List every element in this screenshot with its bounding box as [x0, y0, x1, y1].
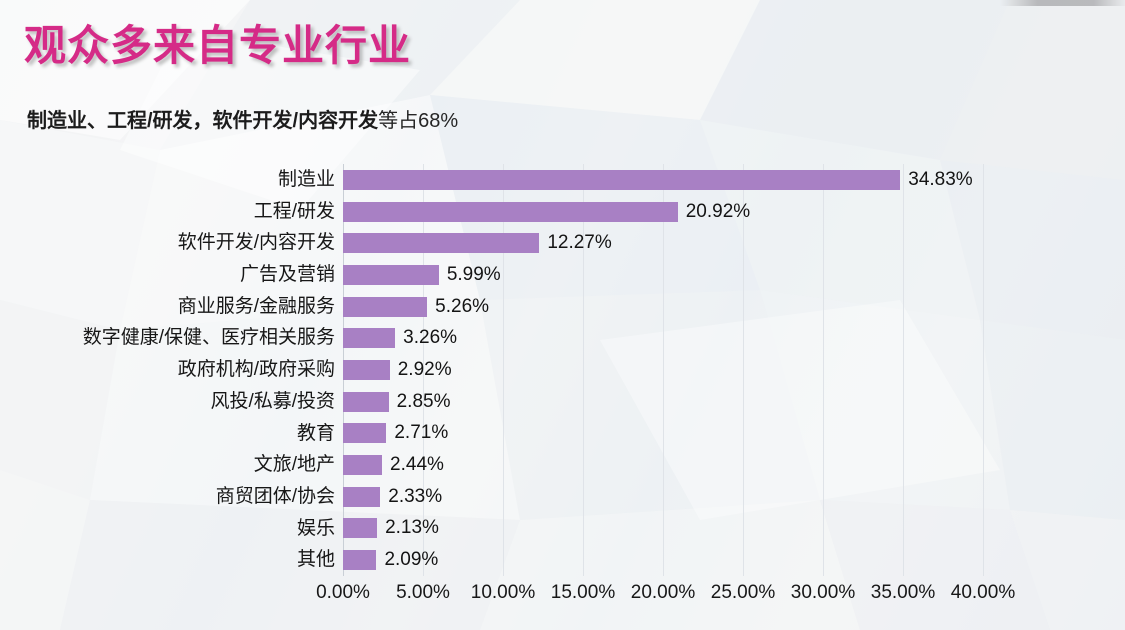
chart-bar-row: 数字健康/保健、医疗相关服务 3.26% [83, 322, 1125, 354]
chart-gridline [423, 164, 424, 576]
chart-bar [343, 550, 377, 571]
chart-x-tick-label: 0.00% [316, 582, 370, 603]
chart-category-label: 文旅/地产 [253, 454, 335, 476]
chart-bar-row: 文旅/地产 2.44% [254, 449, 1125, 481]
chart-category-label: 政府机构/政府采购 [177, 359, 335, 381]
chart-bar-row: 工程/研发 20.92% [254, 196, 1125, 228]
chart-x-tick-label: 35.00% [870, 582, 936, 603]
chart-x-tick-label: 15.00% [550, 582, 616, 603]
chart-bar-row: 娱乐 2.13% [297, 513, 1125, 545]
chart-gridline [903, 164, 904, 576]
chart-category-label: 风投/私募/投资 [210, 390, 335, 412]
chart-bar-row: 软件开发/内容开发 12.27% [178, 227, 1125, 259]
chart-bar [343, 391, 389, 412]
chart-category-label: 软件开发/内容开发 [177, 232, 335, 254]
subtitle: 制造业、工程/研发，软件开发/内容开发等占68% [27, 104, 458, 133]
chart-category-label: 商业服务/金融服务 [177, 295, 335, 317]
chart-plot-area: 制造业 34.83% 工程/研发 20.92% 软件开发/内容开发 12.27% 广告及营销… [83, 164, 984, 576]
chart-x-tick-label: 30.00% [790, 582, 856, 603]
chart-value-label: 2.85% [396, 390, 451, 412]
chart-value-label: 5.26% [435, 295, 490, 317]
chart-category-label: 教育 [296, 422, 335, 444]
industry-distribution-bar-chart: 制造业 34.83% 工程/研发 20.92% 软件开发/内容开发 12.27% 广告及营销… [0, 150, 1125, 630]
chart-gridline [983, 164, 984, 576]
chart-bar-row: 其他 2.09% [297, 544, 1125, 576]
chart-category-label: 广告及营销 [239, 264, 335, 286]
chart-category-label: 数字健康/保健、医疗相关服务 [82, 327, 335, 349]
chart-value-label: 2.92% [397, 358, 452, 380]
chart-bar [343, 455, 383, 476]
chart-gridline [583, 164, 584, 576]
chart-bar [343, 328, 396, 349]
chart-bar-row: 风投/私募/投资 2.85% [210, 386, 1125, 418]
chart-bar [343, 296, 428, 317]
chart-bar-row: 广告及营销 5.99% [240, 259, 1125, 291]
chart-bar [343, 201, 678, 222]
chart-bar [343, 518, 378, 539]
chart-value-label: 12.27% [547, 232, 612, 254]
chart-bar-row: 政府机构/政府采购 2.92% [178, 354, 1125, 386]
chart-bar [343, 169, 901, 190]
chart-x-tick-label: 10.00% [470, 582, 536, 603]
chart-value-label: 3.26% [403, 327, 458, 349]
chart-gridline [743, 164, 744, 576]
chart-value-label: 34.83% [908, 168, 973, 190]
top-right-accent-strip [1000, 0, 1125, 6]
chart-bar [343, 486, 381, 507]
page-title: 观众多来自专业行业 [24, 22, 412, 69]
chart-value-label: 2.09% [384, 549, 439, 571]
chart-value-label: 2.71% [394, 422, 449, 444]
chart-value-label: 5.99% [446, 263, 501, 285]
chart-bar-row: 商贸团体/协会 2.33% [216, 481, 1125, 513]
chart-bar [343, 264, 439, 285]
chart-x-axis-ticks: 0.00% 5.00% 10.00% 15.00% 20.00% 25.00% 30.00%… [316, 582, 1015, 612]
chart-value-label: 2.44% [390, 454, 444, 476]
subtitle-tail-part: 等占68% [378, 110, 459, 132]
chart-bar [343, 359, 390, 380]
chart-x-tick-label: 20.00% [630, 582, 696, 603]
chart-category-label: 工程/研发 [253, 200, 335, 222]
chart-category-label: 制造业 [277, 169, 335, 190]
chart-value-label: 2.13% [385, 517, 439, 539]
chart-category-label: 商贸团体/协会 [215, 485, 335, 507]
chart-gridline [503, 164, 504, 576]
chart-gridline [823, 164, 824, 576]
chart-x-tick-label: 40.00% [950, 582, 1016, 603]
chart-gridline [663, 164, 664, 576]
chart-bar [343, 423, 387, 444]
chart-category-label: 娱乐 [296, 517, 335, 539]
chart-bar-rows: 制造业 34.83% 工程/研发 20.92% 软件开发/内容开发 12.27% 广告及营销… [83, 164, 1125, 576]
chart-value-label: 2.33% [388, 485, 443, 507]
chart-x-tick-label: 5.00% [396, 582, 450, 603]
chart-bar [343, 233, 540, 254]
chart-value-label: 20.92% [685, 200, 751, 222]
chart-x-tick-label: 25.00% [710, 582, 776, 603]
chart-category-label: 其他 [296, 549, 335, 571]
chart-bar-row: 教育 2.71% [297, 418, 1125, 450]
chart-bar-row: 商业服务/金融服务 5.26% [178, 291, 1125, 323]
chart-bar-row: 制造业 34.83% [278, 164, 1125, 196]
subtitle-bold-part: 制造业、工程/研发，软件开发/内容开发 [27, 110, 379, 132]
